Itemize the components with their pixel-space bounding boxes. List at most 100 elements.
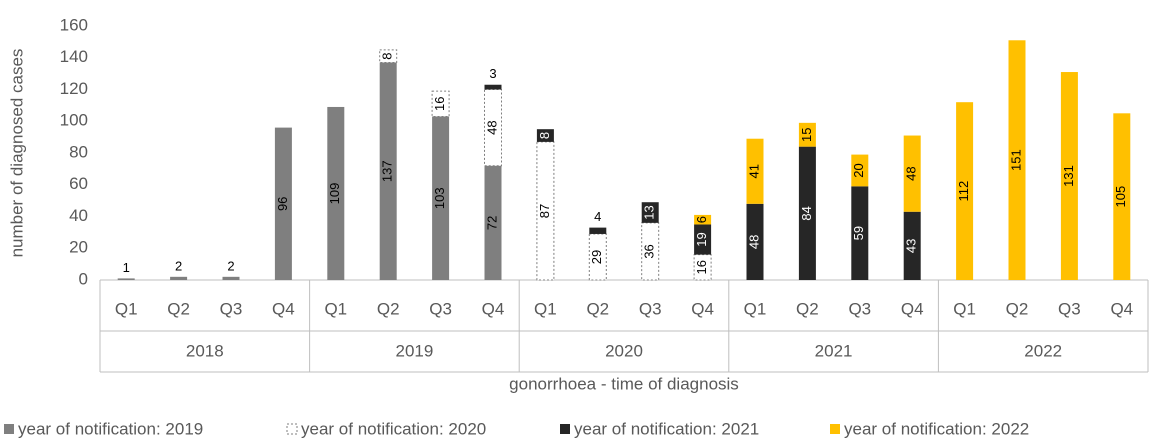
data-label: 84 [799, 206, 814, 220]
data-label: 8 [380, 53, 395, 60]
data-label: 3 [489, 66, 496, 81]
x-tick-label: Q3 [1058, 299, 1081, 318]
x-tick-label: Q1 [324, 299, 347, 318]
data-label: 36 [642, 244, 657, 258]
data-label: 16 [432, 97, 447, 111]
bar-segment [1008, 40, 1026, 280]
bar-segment [327, 106, 345, 281]
bar-segment [379, 49, 398, 64]
data-label: 19 [694, 232, 709, 246]
y-tick-label: 140 [60, 47, 88, 66]
legend-text: year of notification: 2020 [301, 419, 486, 438]
y-tick-label: 160 [60, 15, 88, 34]
bar-segment [379, 62, 397, 281]
bar-segment [798, 146, 816, 280]
data-label: 4 [594, 209, 601, 224]
bar-segment [536, 129, 554, 142]
data-label: 8 [537, 132, 552, 139]
x-tick-label: Q3 [848, 299, 871, 318]
data-label: 48 [904, 166, 919, 180]
data-label: 43 [904, 239, 919, 253]
bar-segment [746, 138, 764, 204]
data-label: 29 [589, 250, 604, 264]
bar-segment [956, 102, 974, 280]
y-tick-label: 120 [60, 79, 88, 98]
data-label: 15 [799, 128, 814, 142]
bar-segment [641, 222, 660, 281]
bar-segment [851, 186, 869, 280]
y-tick-label: 20 [69, 238, 88, 257]
group-label: 2021 [815, 341, 853, 360]
bar-segment [274, 127, 292, 280]
data-label: 2 [175, 258, 182, 273]
data-label: 48 [484, 120, 499, 134]
data-label: 59 [851, 226, 866, 240]
bar-segment [117, 278, 135, 280]
x-tick-label: Q2 [796, 299, 819, 318]
legend-swatch [286, 423, 298, 435]
bar-segment [431, 90, 450, 117]
bar-segment [1113, 113, 1131, 280]
x-tick-label: Q1 [744, 299, 767, 318]
data-label: 6 [694, 216, 709, 223]
data-label: 48 [746, 235, 761, 249]
x-tick-label: Q2 [1006, 299, 1029, 318]
y-tick-label: 80 [69, 142, 88, 161]
data-label: 112 [956, 181, 971, 202]
bar-segment [484, 165, 502, 280]
data-label: 96 [275, 197, 290, 211]
bar-segment [903, 211, 921, 280]
x-tick-label: Q4 [1110, 299, 1133, 318]
bar-segment [589, 227, 607, 234]
x-tick-label: Q1 [115, 299, 138, 318]
y-tick-label: 0 [79, 269, 88, 288]
x-tick-label: Q4 [482, 299, 505, 318]
legend-text: year of notification: 2022 [844, 419, 1029, 438]
x-tick-label: Q1 [534, 299, 557, 318]
y-tick-label: 100 [60, 111, 88, 130]
x-axis-title: gonorrhoea - time of diagnosis [509, 374, 739, 393]
data-label: 151 [1008, 149, 1023, 171]
bar-segment [694, 224, 712, 255]
data-label: 1 [123, 260, 130, 275]
legend-swatch [4, 424, 14, 434]
data-label: 87 [537, 204, 552, 218]
data-label: 105 [1113, 186, 1128, 208]
y-axis-title: number of diagnosed cases [7, 49, 26, 258]
data-label: 109 [327, 183, 342, 205]
bar-segment [222, 276, 240, 280]
group-label: 2019 [395, 341, 433, 360]
data-label: 2 [227, 258, 234, 273]
bar-segment [694, 214, 712, 225]
data-label: 13 [642, 205, 657, 219]
y-tick-label: 60 [69, 174, 88, 193]
data-label: 103 [432, 187, 447, 209]
x-tick-label: Q3 [429, 299, 452, 318]
data-label: 131 [1061, 165, 1076, 187]
bar-segment [641, 202, 659, 223]
x-tick-label: Q4 [272, 299, 295, 318]
y-tick-label: 40 [69, 206, 88, 225]
x-tick-label: Q2 [586, 299, 609, 318]
bar-segment [851, 154, 869, 187]
group-label: 2022 [1024, 341, 1062, 360]
data-label: 137 [380, 160, 395, 182]
x-tick-label: Q4 [691, 299, 714, 318]
x-tick-label: Q3 [220, 299, 243, 318]
bar-segment [170, 276, 188, 280]
x-tick-label: Q2 [377, 299, 400, 318]
group-label: 2018 [186, 341, 224, 360]
group-label: 2020 [605, 341, 643, 360]
x-tick-label: Q1 [953, 299, 976, 318]
bar-segment [1060, 72, 1078, 280]
bar-segment [798, 122, 816, 147]
legend-text: year of notification: 2019 [18, 419, 203, 438]
data-label: 41 [746, 164, 761, 178]
data-label: 20 [851, 163, 866, 177]
x-tick-label: Q3 [639, 299, 662, 318]
legend-text: year of notification: 2021 [574, 419, 759, 438]
x-tick-label: Q4 [901, 299, 924, 318]
bar-segment [484, 84, 502, 90]
legend-swatch [830, 424, 840, 434]
